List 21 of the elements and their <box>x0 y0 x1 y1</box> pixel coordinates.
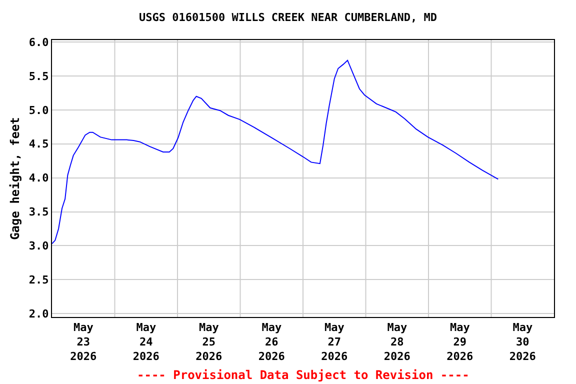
y-tick-label: 4.0 <box>28 172 49 185</box>
x-tick-label: May 24 2026 <box>132 321 160 363</box>
y-tick-label: 5.5 <box>28 70 49 83</box>
text: ---- Provisional Data Subject to Revision ---- <box>137 368 470 382</box>
x-tick-label: May 27 2026 <box>321 321 348 363</box>
x-tick-label: May 25 2026 <box>196 321 222 363</box>
x-tick-label: May 23 2026 <box>70 321 97 363</box>
y-tick-label: 3.5 <box>28 206 49 219</box>
y-tick-label: 5.0 <box>28 104 49 117</box>
x-tick-label: May 28 2026 <box>384 321 411 363</box>
x-tick-label: May 29 2026 <box>446 321 474 363</box>
line-series <box>52 60 499 244</box>
y-tick-label: 6.0 <box>28 36 49 49</box>
x-tick-label: May 30 2026 <box>509 321 536 363</box>
y-tick-label: 3.0 <box>28 240 49 253</box>
y-axis-title: Gage height, feet <box>8 117 22 240</box>
x-tick-label: May 26 2026 <box>258 321 286 363</box>
y-tick-label: 2.0 <box>28 307 49 320</box>
y-tick-label: 4.5 <box>28 138 49 151</box>
y-tick-label: 2.5 <box>28 274 49 287</box>
chart-title: USGS 01601500 WILLS CREEK NEAR CUMBERLAND, MD <box>138 11 438 24</box>
